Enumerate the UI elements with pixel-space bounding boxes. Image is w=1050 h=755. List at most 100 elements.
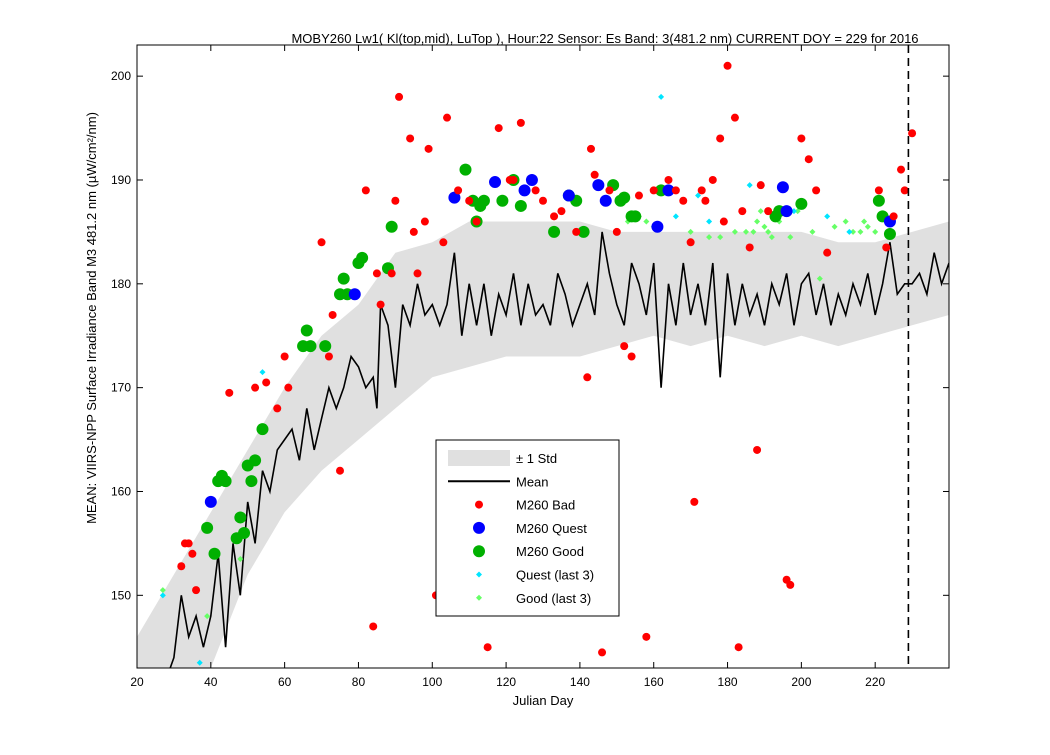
m260-bad-point: [328, 310, 337, 319]
m260-bad-point: [494, 124, 503, 133]
m260-bad-point: [376, 300, 385, 309]
m260-bad-point: [764, 207, 773, 216]
quest-last3-point: [706, 218, 713, 225]
y-tick-label: 150: [111, 588, 131, 602]
m260-bad-point: [620, 342, 629, 351]
m260-bad-point: [812, 186, 821, 195]
m260-quest-point: [562, 189, 575, 202]
quest-last3-point: [259, 369, 266, 376]
m260-bad-point: [280, 352, 289, 361]
quest-last3-point: [824, 213, 831, 220]
good-last3-point: [872, 228, 879, 235]
m260-bad-point: [634, 191, 643, 200]
legend-label: ± 1 Std: [516, 451, 557, 466]
m260-good-point: [629, 210, 642, 223]
legend-item: ± 1 Std: [448, 450, 557, 466]
m260-good-point: [249, 454, 262, 467]
legend-label: Mean: [516, 474, 549, 489]
m260-bad-point: [273, 404, 282, 413]
x-tick-label: 120: [496, 675, 516, 689]
m260-bad-point: [671, 186, 680, 195]
m260-bad-point: [716, 134, 725, 143]
m260-bad-point: [443, 113, 452, 122]
good-last3-point: [794, 208, 801, 215]
points-layer: [159, 61, 917, 666]
m260-bad-point: [734, 643, 743, 652]
m260-bad-point: [454, 186, 463, 195]
x-tick-label: 160: [644, 675, 664, 689]
good-last3-point: [204, 613, 211, 620]
legend-label: M260 Bad: [516, 498, 575, 513]
quest-last3-point: [159, 592, 166, 599]
m260-good-point: [385, 220, 398, 233]
good-last3-point: [768, 234, 775, 241]
m260-quest-point: [662, 184, 675, 197]
m260-bad-point: [738, 207, 747, 216]
quest-last3-point: [790, 208, 797, 215]
m260-bad-point: [188, 549, 197, 558]
legend-symbol: [448, 450, 510, 466]
x-tick-label: 60: [278, 675, 292, 689]
good-last3-point: [754, 218, 761, 225]
legend-item: Quest (last 3): [476, 568, 594, 583]
m260-good-point: [356, 251, 369, 264]
m260-bad-point: [225, 388, 234, 397]
good-last3-point: [861, 218, 868, 225]
std-band-layer: [137, 221, 949, 668]
m260-bad-point: [509, 175, 518, 184]
m260-bad-point: [372, 269, 381, 278]
m260-bad-point: [284, 383, 293, 392]
m260-bad-point: [317, 238, 326, 247]
legend-symbol: [473, 521, 485, 534]
x-tick-label: 40: [204, 675, 218, 689]
m260-good-point: [256, 423, 269, 436]
m260-bad-point: [420, 217, 429, 226]
m260-bad-point: [730, 113, 739, 122]
good-last3-point: [237, 555, 244, 562]
m260-bad-point: [900, 186, 909, 195]
legend: ± 1 Std Mean M260 Bad M260 Quest M260 Good Qu…: [435, 439, 620, 617]
x-tick-label: 220: [865, 675, 885, 689]
legend-symbol: [475, 500, 483, 509]
m260-bad-point: [753, 445, 762, 454]
good-last3-point: [842, 218, 849, 225]
good-last3-point: [850, 228, 857, 235]
m260-bad-point: [627, 352, 636, 361]
mean-line: [169, 231, 949, 668]
m260-good-point: [496, 194, 509, 207]
good-last3-point: [687, 228, 694, 235]
y-ticks-layer: 150 160 170 180 190 200: [111, 69, 949, 602]
m260-quest-point: [592, 179, 605, 192]
good-last3-point: [864, 223, 871, 230]
m260-bad-point: [708, 175, 717, 184]
m260-good-point: [514, 199, 527, 212]
m260-good-point: [238, 527, 251, 540]
m260-good-point: [319, 340, 332, 353]
x-tick-label: 80: [352, 675, 366, 689]
quest-last3-point: [846, 228, 853, 235]
quest-last3-point: [672, 213, 679, 220]
m260-bad-point: [192, 586, 201, 595]
m260-bad-point: [701, 196, 710, 205]
m260-good-point: [300, 324, 313, 337]
m260-quest-point: [599, 194, 612, 207]
m260-good-point: [337, 272, 350, 285]
legend-item: M260 Bad: [475, 498, 575, 513]
m260-good-point: [459, 163, 472, 176]
legend-item: M260 Good: [473, 544, 584, 559]
m260-bad-point: [439, 238, 448, 247]
legend-box: [435, 439, 620, 617]
x-tick-label: 100: [422, 675, 442, 689]
good-last3-point: [750, 228, 757, 235]
m260-bad-point: [251, 383, 260, 392]
m260-bad-point: [369, 622, 378, 631]
good-last3-point: [831, 223, 838, 230]
m260-bad-point: [361, 186, 370, 195]
x-axis-label: Julian Day: [513, 693, 574, 708]
m260-bad-point: [664, 175, 673, 184]
m260-good-point: [618, 191, 631, 204]
m260-good-point: [548, 225, 561, 238]
m260-bad-point: [472, 217, 481, 226]
plot-frame: [136, 44, 950, 669]
x-ticks-layer: 20 40 60 80 100 120 140 160 180 200 220: [130, 45, 886, 689]
